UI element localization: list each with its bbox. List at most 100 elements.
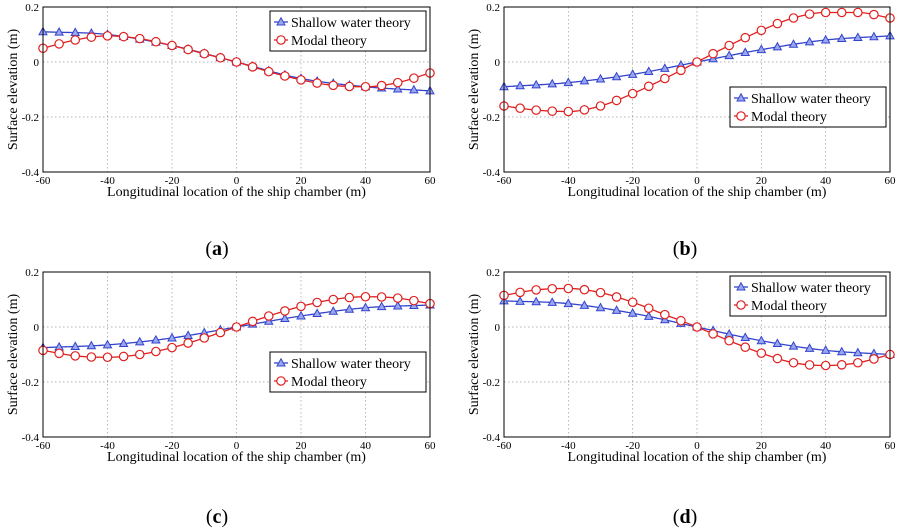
x-tick-label: 20 xyxy=(756,175,768,187)
legend-label: Shallow water theory xyxy=(291,16,411,31)
data-point xyxy=(804,360,815,370)
data-point xyxy=(409,73,419,83)
data-point xyxy=(296,75,306,85)
data-point xyxy=(296,301,306,312)
data-point xyxy=(151,36,161,47)
data-point xyxy=(579,75,590,85)
data-point xyxy=(853,7,863,18)
legend-label: Shallow water theory xyxy=(751,281,871,296)
x-axis-label: Longitudinal location of the ship chambe… xyxy=(107,450,366,465)
x-tick-label: -60 xyxy=(36,175,51,187)
data-point xyxy=(724,335,734,346)
data-point xyxy=(772,18,783,29)
x-tick-label: 40 xyxy=(820,440,832,452)
legend-label: Modal theory xyxy=(751,299,827,314)
data-point xyxy=(102,31,113,41)
y-tick-label: -0.4 xyxy=(483,167,501,179)
x-tick-label: 20 xyxy=(756,440,768,452)
panel-c: -60 -40 -20 0 20 40 60 -0.4 -0.2 0 0.2 Longitudinal… xyxy=(6,267,436,528)
panel-label-letter: a xyxy=(212,238,222,260)
data-point xyxy=(643,303,654,314)
legend-marker xyxy=(736,92,746,102)
data-point xyxy=(215,52,226,63)
x-axis-label: Longitudinal location of the ship chambe… xyxy=(568,185,827,200)
data-point xyxy=(611,305,622,314)
legend: Shallow water theory Modal theory xyxy=(729,275,887,317)
data-point xyxy=(312,308,322,318)
data-point xyxy=(659,63,670,72)
panel-d: -60 -40 -20 0 20 40 60 -0.4 -0.2 0 0.2 Longitudinal… xyxy=(467,267,896,528)
data-point xyxy=(836,346,847,356)
data-point xyxy=(563,77,574,87)
data-point xyxy=(118,338,129,347)
axes-box xyxy=(42,271,431,438)
data-point xyxy=(531,296,542,306)
data-point xyxy=(643,311,654,320)
legend-label: Modal theory xyxy=(291,34,367,49)
y-tick-label: 0 xyxy=(34,322,40,334)
x-tick-label: 0 xyxy=(234,440,240,452)
data-point xyxy=(199,48,210,59)
x-tick-label: -20 xyxy=(625,440,640,452)
x-axis-label: Longitudinal location of the ship chambe… xyxy=(568,450,827,465)
x-tick-label: -40 xyxy=(100,440,115,452)
data-point xyxy=(869,354,879,364)
data-point xyxy=(409,295,419,306)
panel-b: -60 -40 -20 0 20 40 60 -0.4 -0.2 0 0.2 Longitudinal… xyxy=(467,2,896,260)
y-axis-label: Surface elevation (m) xyxy=(6,294,21,416)
data-point xyxy=(296,310,306,320)
data-point xyxy=(134,349,145,360)
data-point xyxy=(611,95,622,106)
data-point xyxy=(70,35,81,45)
data-point xyxy=(547,78,558,88)
data-point xyxy=(134,33,145,44)
y-tick-label: 0 xyxy=(495,322,501,334)
panel-label-open: ( xyxy=(673,238,680,260)
data-point xyxy=(772,353,783,364)
x-tick-label: 60 xyxy=(885,175,897,187)
data-point xyxy=(70,341,81,350)
data-point xyxy=(627,297,638,308)
panel-label-open: ( xyxy=(205,238,212,260)
axes-box xyxy=(503,6,891,173)
legend-marker xyxy=(276,16,286,26)
data-point xyxy=(788,13,799,23)
data-point xyxy=(118,31,129,42)
data-point xyxy=(579,105,590,115)
data-point xyxy=(280,306,290,316)
data-point xyxy=(515,80,525,90)
data-point xyxy=(740,47,751,56)
data-point xyxy=(756,44,767,54)
data-point xyxy=(183,44,193,55)
data-point xyxy=(344,81,355,92)
data-point xyxy=(247,62,258,72)
panel-label-close: ) xyxy=(691,238,698,260)
y-axis-label: Surface elevation (m) xyxy=(6,29,21,151)
data-point xyxy=(740,342,751,352)
axes-box xyxy=(42,6,431,173)
legend-label: Modal theory xyxy=(291,375,367,390)
data-point xyxy=(740,332,751,342)
data-point xyxy=(54,39,64,49)
series-modal-theory xyxy=(499,7,895,117)
x-tick-label: 60 xyxy=(425,440,437,452)
data-point xyxy=(280,313,290,322)
panel-label: (a) xyxy=(205,238,228,260)
data-point xyxy=(579,284,590,295)
legend-marker xyxy=(276,376,286,386)
legend: Shallow water theory Modal theory xyxy=(269,10,427,52)
x-tick-label: -60 xyxy=(36,440,51,452)
data-point xyxy=(409,84,419,94)
data-point xyxy=(740,32,751,43)
x-tick-label: 0 xyxy=(694,440,700,452)
legend: Shallow water theory Modal theory xyxy=(729,86,887,128)
data-point xyxy=(134,336,145,346)
data-point xyxy=(756,335,767,345)
data-point xyxy=(231,322,242,332)
data-point xyxy=(627,88,638,99)
data-point xyxy=(312,297,322,308)
y-tick-label: 0.2 xyxy=(25,267,39,279)
y-tick-label: -0.2 xyxy=(22,377,39,389)
panel-a: -60 -40 -20 0 20 40 60 -0.4 -0.2 0 0.2 Longitudinal… xyxy=(6,2,436,260)
